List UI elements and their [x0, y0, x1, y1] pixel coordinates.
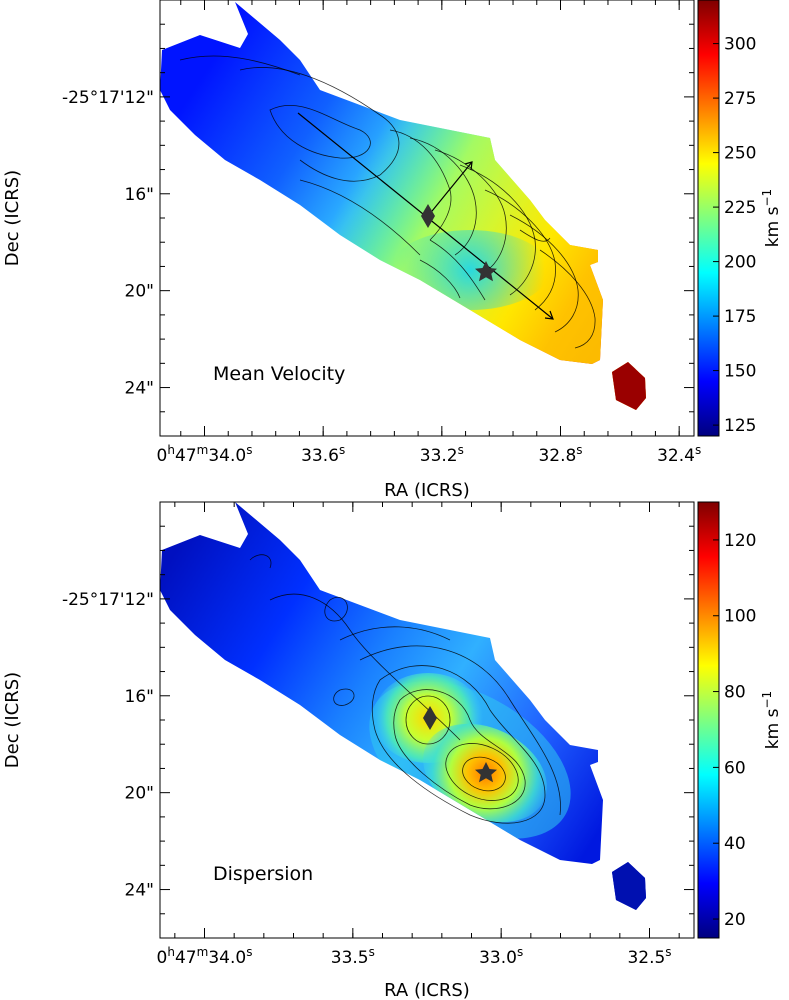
- y-tick-label: 20": [125, 784, 154, 804]
- colorbar: [697, 0, 720, 437]
- velocity-map-image: [160, 2, 646, 410]
- colorbar-label: km s−1: [760, 691, 783, 749]
- top-axis-ticks: 0h47m34.0s 33.6s 33.2s 32.8s 32.4s -25°17'12"…: [62, 0, 701, 466]
- bottom-axis-ticks: 0h47m34.0s 33.5s 33.0s 32.5s -25°17'12" 16" 20…: [62, 502, 694, 968]
- y-axis-title: Dec (ICRS): [2, 672, 23, 768]
- diamond-marker: [423, 706, 437, 730]
- y-tick-label: 20": [125, 282, 154, 302]
- dispersion-panel: Dispersion 0h47m34.0s 33.5s 33.0s 32.5s -25°…: [2, 501, 783, 1000]
- y-axis-title: Dec (ICRS): [2, 170, 23, 266]
- panel-label-dispersion: Dispersion: [213, 863, 313, 885]
- x-tick-label: 33.2s: [420, 443, 464, 466]
- colorbar-tick-label: 275: [724, 89, 756, 109]
- colorbar-label: km s−1: [760, 189, 783, 247]
- colorbar-ticks: 125 150 175 200 225 250 275 300: [713, 35, 756, 436]
- y-tick-label: 24": [125, 379, 154, 399]
- dispersion-map-image: [160, 502, 646, 910]
- y-tick-label: 24": [125, 881, 154, 901]
- colorbar-tick-label: 120: [724, 531, 756, 551]
- x-tick-label: 33.5s: [331, 945, 375, 968]
- colorbar-ticks: 20 40 60 80 100 120: [713, 531, 756, 930]
- colorbar-tick-label: 175: [724, 307, 756, 327]
- colorbar-tick-label: 200: [724, 253, 756, 273]
- colorbar-tick-label: 125: [724, 416, 756, 436]
- star-marker: [475, 261, 497, 282]
- colorbar-tick-label: 20: [724, 910, 746, 930]
- colorbar-tick-label: 40: [724, 834, 746, 854]
- star-marker: [475, 762, 497, 783]
- colorbar-tick-label: 60: [724, 758, 746, 778]
- diamond-marker: [421, 204, 435, 228]
- x-axis-title: RA (ICRS): [384, 480, 470, 501]
- colorbar-tick-label: 225: [724, 198, 756, 218]
- y-tick-label: -25°17'12": [62, 88, 154, 108]
- y-tick-label: 16": [125, 687, 154, 707]
- x-axis-title: RA (ICRS): [384, 980, 470, 1000]
- dispersion-contours: [249, 554, 561, 824]
- x-tick-label: 33.6s: [301, 443, 345, 466]
- colorbar-tick-label: 300: [724, 35, 756, 55]
- x-tick-label: 33.0s: [479, 945, 523, 968]
- colorbar: [697, 501, 720, 939]
- colorbar-tick-label: 250: [724, 144, 756, 164]
- x-tick-label: 32.8s: [538, 443, 582, 466]
- x-tick-label: 0h47m34.0s: [157, 945, 253, 968]
- mean-velocity-panel: Mean Velocity 0h47m34.0s 33.6s 33.2s 32.8s 3…: [2, 0, 783, 501]
- y-tick-label: 16": [125, 185, 154, 205]
- panel-label-velocity: Mean Velocity: [213, 363, 345, 385]
- velocity-contours: [179, 55, 596, 349]
- x-tick-label: 32.4s: [657, 443, 701, 466]
- x-tick-label: 0h47m34.0s: [157, 443, 253, 466]
- y-tick-label: -25°17'12": [62, 590, 154, 610]
- x-tick-label: 32.5s: [627, 945, 671, 968]
- colorbar-tick-label: 150: [724, 362, 756, 382]
- colorbar-tick-label: 80: [724, 683, 746, 703]
- colorbar-tick-label: 100: [724, 607, 756, 627]
